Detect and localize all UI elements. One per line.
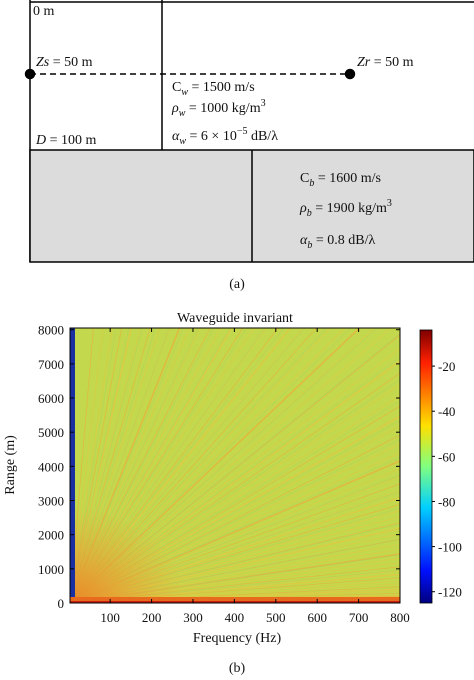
x-tick-label: 200 xyxy=(142,610,162,625)
text-part: Zs xyxy=(36,55,50,70)
water-param: ρw = 1000 kg/m3 xyxy=(171,98,266,119)
colorbar-tick-label: -20 xyxy=(438,359,455,374)
colorbar xyxy=(419,329,433,604)
depth-label: D = 100 m xyxy=(35,133,97,148)
surface-band xyxy=(70,601,400,603)
near-field xyxy=(70,328,400,603)
bottom-param: Cb = 1600 m/s xyxy=(300,171,381,189)
text-part: α xyxy=(300,233,308,248)
text-part: b xyxy=(309,178,314,189)
y-tick-label: 2000 xyxy=(38,528,64,543)
surface-label: 0 m xyxy=(33,4,55,19)
heatmap-image xyxy=(70,328,400,603)
text-part: = 6 × 10 xyxy=(186,129,237,144)
water-param: αw = 6 × 10−5 dB/λ xyxy=(172,126,278,147)
x-tick-label: 700 xyxy=(349,610,369,625)
y-tick-label: 5000 xyxy=(38,425,64,440)
colorbar-tick-label: -100 xyxy=(438,540,462,555)
bottom-param: ρb = 1900 kg/m3 xyxy=(299,198,392,219)
x-tick-label: 300 xyxy=(183,610,203,625)
text-part: = 50 m xyxy=(370,55,413,70)
text-part: Zr xyxy=(357,55,371,70)
text-part: = 1600 m/s xyxy=(314,171,381,186)
caption: (a) xyxy=(229,277,245,292)
caption: (b) xyxy=(229,661,246,676)
y-tick-label: 6000 xyxy=(38,391,64,406)
y-tick-label: 3000 xyxy=(38,494,64,509)
colorbar-tick-label: -80 xyxy=(438,494,455,509)
source-label: Zs = 50 m xyxy=(36,55,93,70)
y-tick-label: 4000 xyxy=(38,459,64,474)
text-part: C xyxy=(172,80,181,95)
y-tick-label: 8000 xyxy=(38,323,64,338)
text-part: w xyxy=(179,136,186,147)
text-part: w xyxy=(181,87,188,98)
bottom-param: αb = 0.8 dB/λ xyxy=(300,233,375,251)
receiver-label: Zr = 50 m xyxy=(357,55,414,70)
text-part: = 100 m xyxy=(46,133,96,148)
text-part: w xyxy=(179,108,186,119)
y-tick-label: 0 xyxy=(58,596,65,611)
text-part: α xyxy=(172,129,180,144)
text-part: C xyxy=(300,171,309,186)
x-tick-label: 600 xyxy=(307,610,327,625)
x-axis-label: Frequency (Hz) xyxy=(193,631,282,646)
surface-band xyxy=(70,597,400,603)
receiver xyxy=(344,68,356,80)
colorbar-tick-label: -40 xyxy=(438,404,455,419)
text-part: 3 xyxy=(387,198,392,209)
x-tick-label: 100 xyxy=(100,610,120,625)
colorbar-tick-label: -120 xyxy=(438,585,462,600)
text-part: = 0.8 dB/λ xyxy=(312,233,375,248)
water-param: Cw = 1500 m/s xyxy=(172,80,255,98)
text-part: = 1900 kg/m xyxy=(312,201,387,216)
waveguide-diagram xyxy=(24,0,474,263)
colorbar-tick-label: -60 xyxy=(438,449,455,464)
text-part: b xyxy=(307,240,312,251)
x-tick-label: 800 xyxy=(390,610,410,625)
text-part: 3 xyxy=(261,98,266,109)
text-part: ρ xyxy=(299,201,307,216)
text-part: D xyxy=(35,133,46,148)
source xyxy=(24,68,36,80)
y-tick-label: 1000 xyxy=(38,562,64,577)
text-part: = 1000 kg/m xyxy=(185,101,260,116)
y-axis-label: Range (m) xyxy=(3,435,18,495)
x-tick-label: 400 xyxy=(225,610,245,625)
y-tick-label: 7000 xyxy=(38,357,64,372)
chart-title: Waveguide invariant xyxy=(177,311,293,326)
plot-frame xyxy=(69,327,401,604)
text-part: dB/λ xyxy=(247,129,278,144)
low-freq-band xyxy=(70,328,75,603)
text-part: b xyxy=(307,208,312,219)
text-part: = 50 m xyxy=(49,55,92,70)
text-part: = 1500 m/s xyxy=(188,80,255,95)
text-part: ρ xyxy=(171,101,179,116)
x-tick-label: 500 xyxy=(266,610,286,625)
text-part: −5 xyxy=(237,126,248,137)
